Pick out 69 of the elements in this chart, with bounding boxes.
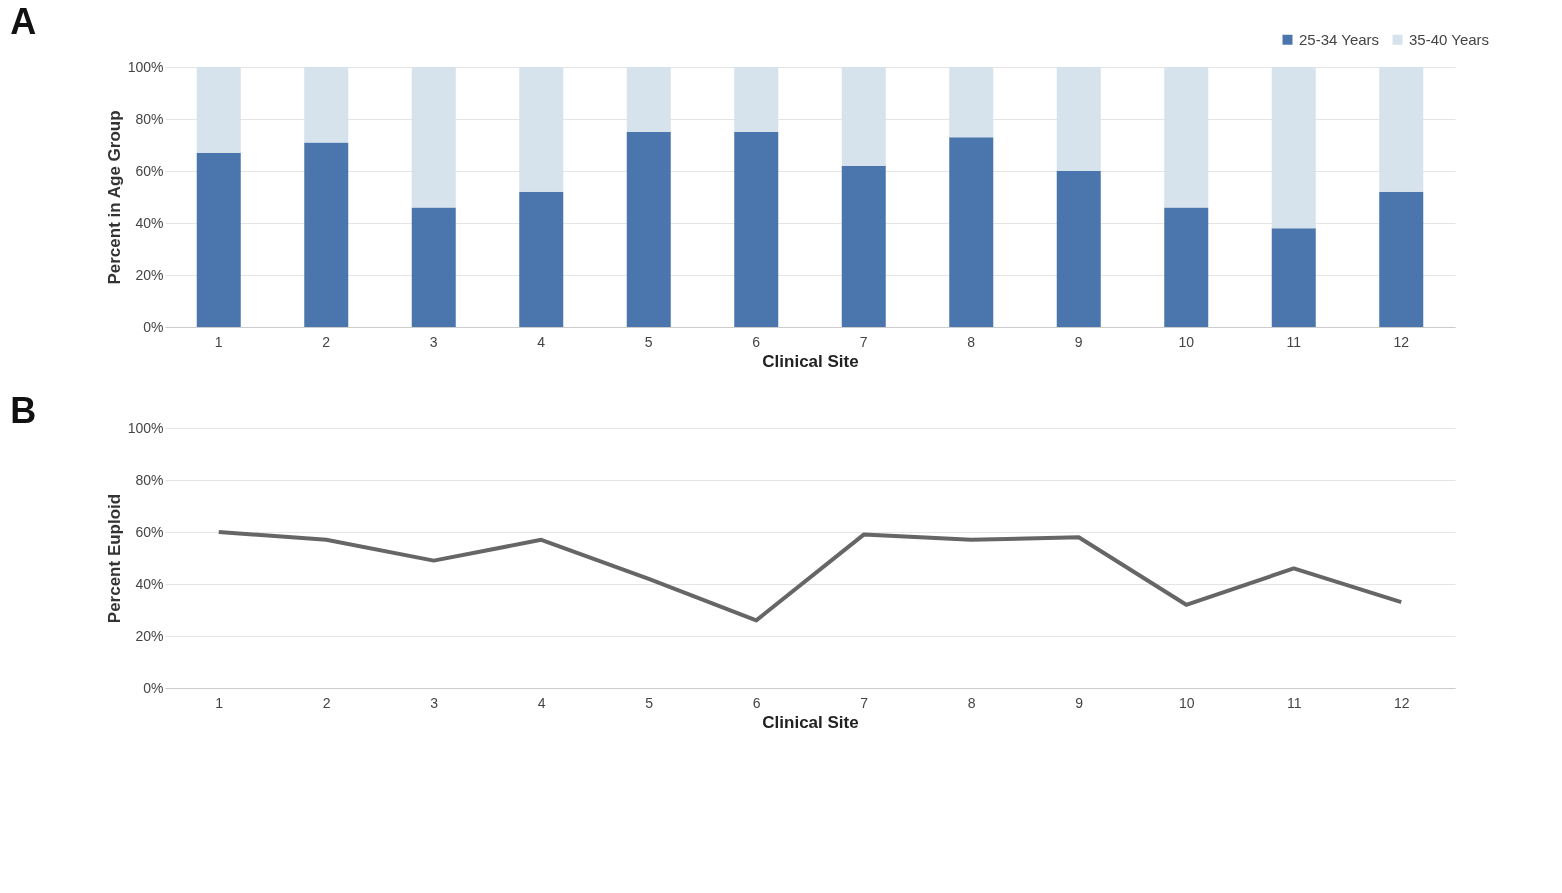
bar — [1271, 228, 1316, 327]
bar — [626, 132, 671, 327]
x-axis-title: Clinical Site — [762, 712, 859, 732]
y-axis-title: Percent Euploid — [104, 493, 124, 624]
bar — [734, 67, 779, 132]
chart-title: A — [10, 1, 37, 42]
x-tick-label: 5 — [645, 694, 654, 711]
bar — [1056, 171, 1101, 327]
chart-title: B — [10, 390, 37, 431]
bar — [626, 67, 671, 132]
x-tick-label: 8 — [967, 694, 976, 711]
y-tick-label: 80% — [135, 471, 164, 488]
x-tick-label: 2 — [322, 333, 331, 350]
bar — [519, 67, 564, 192]
bar — [1164, 207, 1209, 327]
x-tick-label: 1 — [215, 694, 224, 711]
x-axis-title: Clinical Site — [762, 351, 859, 371]
x-tick-label: 5 — [644, 333, 653, 350]
bar — [1271, 67, 1316, 229]
bar — [196, 152, 241, 327]
x-tick-label: 1 — [214, 333, 223, 350]
bar — [949, 67, 994, 138]
x-tick-label: 8 — [967, 333, 976, 350]
x-tick-label: 9 — [1075, 694, 1084, 711]
x-tick-label: 10 — [1178, 333, 1195, 350]
line-series — [216, 530, 1404, 623]
bar — [949, 137, 994, 327]
y-axis-title: Percent in Age Group — [104, 110, 124, 285]
x-tick-label: 3 — [429, 333, 438, 350]
x-tick-label: 4 — [537, 333, 546, 350]
bar — [411, 207, 456, 327]
y-tick-label: 0% — [143, 679, 164, 696]
x-tick-label: 12 — [1393, 333, 1410, 350]
y-tick-label: 100% — [127, 419, 164, 436]
y-tick-label: 80% — [135, 110, 164, 127]
bar — [519, 191, 564, 327]
x-tick-label: 6 — [752, 694, 761, 711]
x-tick-label: 11 — [1286, 333, 1302, 350]
x-tick-label: 11 — [1286, 694, 1302, 711]
x-tick-label: 4 — [537, 694, 546, 711]
y-tick-label: 0% — [143, 318, 164, 335]
bar — [1164, 67, 1209, 208]
x-tick-label: 6 — [752, 333, 761, 350]
x-tick-label: 7 — [860, 694, 869, 711]
y-tick-label: 60% — [135, 523, 164, 540]
x-tick-label: 12 — [1393, 694, 1410, 711]
bar — [841, 67, 886, 166]
bar — [734, 132, 779, 327]
x-tick-label: 3 — [430, 694, 439, 711]
bar — [1379, 67, 1424, 192]
bar — [1379, 191, 1424, 327]
x-tick-label: 2 — [322, 694, 331, 711]
y-tick-label: 100% — [127, 58, 164, 75]
bar — [304, 67, 349, 143]
bar — [1056, 67, 1101, 171]
bar — [841, 165, 886, 327]
x-tick-label: 9 — [1074, 333, 1083, 350]
y-tick-label: 40% — [135, 214, 164, 231]
x-tick-label: 7 — [859, 333, 868, 350]
y-tick-label: 40% — [135, 575, 164, 592]
legend-label: 25-34 Years — [1299, 30, 1380, 48]
y-tick-label: 20% — [135, 627, 164, 644]
bar — [196, 67, 241, 153]
bar — [411, 67, 456, 208]
y-tick-label: 20% — [135, 266, 164, 283]
y-tick-label: 60% — [135, 162, 164, 179]
x-tick-label: 10 — [1178, 694, 1195, 711]
bar — [304, 142, 349, 327]
legend-label: 35-40 Years — [1409, 30, 1490, 48]
